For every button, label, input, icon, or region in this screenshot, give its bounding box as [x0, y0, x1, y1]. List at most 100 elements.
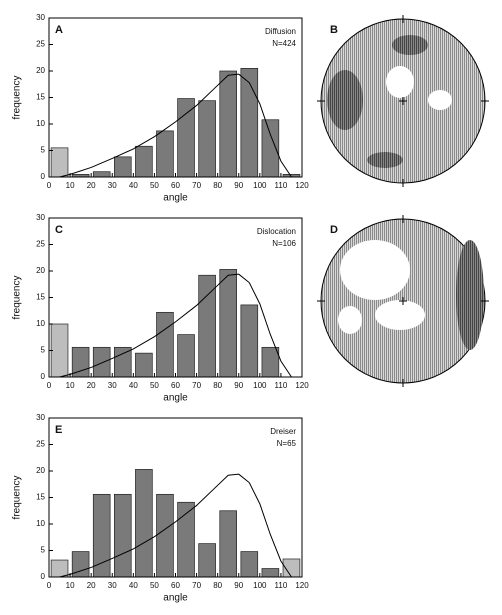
x-tick-label: 30 — [108, 581, 117, 590]
x-tick-label: 110 — [275, 381, 288, 390]
x-tick-label: 50 — [150, 181, 159, 190]
x-tick-label: 40 — [129, 181, 138, 190]
x-tick-label: 110 — [275, 181, 288, 190]
x-tick-label: 40 — [129, 581, 138, 590]
y-tick-label: 0 — [41, 572, 46, 581]
x-tick-label: 80 — [213, 381, 222, 390]
x-tick-label: 30 — [108, 381, 117, 390]
x-tick-label: 60 — [171, 181, 180, 190]
panel-label: E — [55, 424, 62, 436]
x-tick-label: 10 — [66, 181, 75, 190]
x-tick-label: 120 — [295, 581, 309, 590]
y-tick-label: 5 — [41, 146, 46, 155]
y-tick-label: 20 — [36, 266, 45, 275]
y-tick-label: 30 — [36, 413, 45, 422]
bar — [261, 568, 280, 578]
y-tick-label: 10 — [36, 319, 45, 328]
bar — [156, 130, 174, 178]
x-tick-label: 100 — [253, 381, 267, 390]
y-tick-label: 15 — [36, 493, 45, 502]
bar — [114, 493, 132, 578]
bar — [198, 543, 216, 578]
bar — [240, 551, 259, 578]
stereonet-b: B — [317, 15, 489, 187]
x-tick-label: 50 — [150, 581, 159, 590]
annotation: Dislocation — [257, 227, 296, 236]
x-tick-label: 60 — [171, 381, 180, 390]
bar — [240, 304, 259, 378]
annotation: Diffusion — [265, 27, 296, 36]
y-tick-label: 15 — [36, 93, 45, 102]
x-tick-label: 90 — [234, 581, 243, 590]
annotation: N=424 — [272, 39, 296, 48]
y-tick-label: 20 — [36, 466, 45, 475]
panel-label: C — [55, 224, 63, 236]
x-tick-label: 20 — [87, 181, 96, 190]
stereonet-d: D — [317, 215, 489, 387]
y-tick-label: 0 — [41, 372, 46, 381]
annotation: N=65 — [277, 439, 297, 448]
y-tick-label: 25 — [36, 240, 45, 249]
bar — [156, 311, 174, 378]
bar — [114, 346, 132, 378]
y-axis-label: frequency — [12, 476, 23, 520]
fit-curve — [59, 273, 292, 378]
y-tick-label: 25 — [36, 40, 45, 49]
y-tick-label: 30 — [36, 213, 45, 222]
x-tick-label: 80 — [213, 181, 222, 190]
y-tick-label: 5 — [41, 346, 46, 355]
fit-curve — [59, 73, 292, 178]
x-tick-label: 90 — [234, 181, 243, 190]
x-tick-label: 100 — [253, 581, 267, 590]
x-tick-label: 40 — [129, 381, 138, 390]
annotation: Dreiser — [270, 427, 296, 436]
bar — [92, 493, 111, 578]
x-tick-label: 30 — [108, 181, 117, 190]
x-axis-label: angle — [163, 593, 188, 604]
x-tick-label: 0 — [47, 381, 52, 390]
bar — [261, 346, 280, 378]
x-tick-label: 10 — [66, 581, 75, 590]
bar — [50, 323, 69, 378]
bar — [135, 469, 153, 578]
x-tick-label: 90 — [234, 381, 243, 390]
bar — [177, 334, 195, 378]
bar — [92, 346, 111, 378]
bar — [135, 145, 153, 178]
bar — [219, 70, 237, 178]
x-tick-label: 70 — [192, 181, 201, 190]
bar — [219, 269, 237, 378]
x-tick-label: 70 — [192, 581, 201, 590]
x-axis-label: angle — [163, 393, 188, 404]
x-tick-label: 60 — [171, 581, 180, 590]
panel-label: D — [330, 224, 338, 236]
x-axis-label: angle — [163, 193, 188, 204]
x-tick-label: 70 — [192, 381, 201, 390]
x-tick-label: 120 — [295, 181, 309, 190]
x-tick-label: 50 — [150, 381, 159, 390]
y-tick-label: 15 — [36, 293, 45, 302]
y-axis-label: frequency — [12, 276, 23, 320]
y-tick-label: 25 — [36, 440, 45, 449]
x-tick-label: 0 — [47, 181, 52, 190]
bar — [198, 100, 216, 178]
bar — [135, 352, 153, 378]
panel-label: A — [55, 24, 63, 36]
x-tick-label: 120 — [295, 381, 309, 390]
bar — [92, 171, 111, 178]
bar — [50, 147, 69, 178]
bar — [156, 493, 174, 578]
fit-curve — [59, 473, 292, 578]
bar — [114, 156, 132, 178]
y-axis-label: frequency — [12, 76, 23, 120]
x-tick-label: 80 — [213, 581, 222, 590]
y-tick-label: 20 — [36, 66, 45, 75]
panel-label: B — [330, 24, 338, 36]
x-tick-label: 0 — [47, 581, 52, 590]
y-tick-label: 10 — [36, 119, 45, 128]
x-tick-label: 110 — [275, 581, 288, 590]
x-tick-label: 10 — [66, 381, 75, 390]
bar — [198, 274, 216, 378]
y-tick-label: 10 — [36, 519, 45, 528]
x-tick-label: 20 — [87, 581, 96, 590]
